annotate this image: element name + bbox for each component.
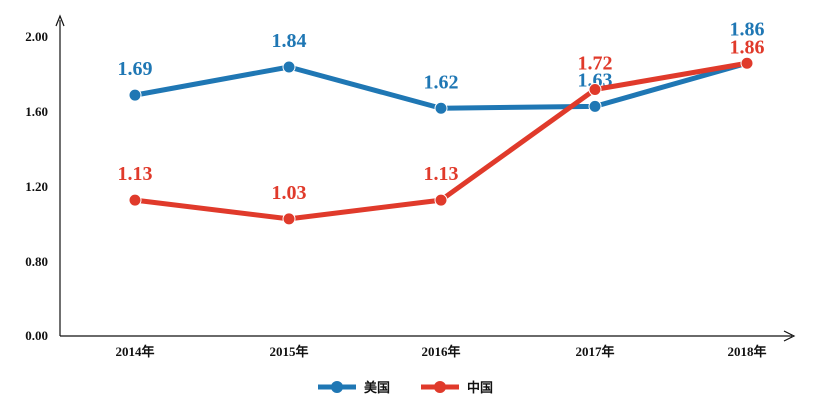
data-label: 1.86 [730, 18, 765, 40]
data-point [282, 212, 296, 226]
y-tick-label: 1.60 [25, 104, 48, 119]
y-tick-label: 0.00 [25, 328, 48, 343]
series-0: 1.691.841.62 1.631.86 [118, 18, 765, 115]
x-axis-arrow [783, 330, 796, 342]
x-tick-label: 2017年 [575, 344, 614, 359]
data-point [588, 83, 602, 96]
legend: 美国 中国 [318, 380, 493, 396]
data-label: 1.13 [424, 163, 459, 185]
legend-marker [434, 381, 446, 393]
data-label: 1.13 [118, 163, 153, 185]
y-axis-arrow [55, 14, 65, 27]
legend-item: 美国 [318, 380, 390, 396]
data-label: 1.69 [118, 58, 153, 80]
y-tick-label: 2.00 [25, 29, 48, 44]
x-tick-label: 2015年 [269, 344, 308, 359]
data-point [128, 193, 142, 207]
data-label: 1.62 [424, 71, 459, 93]
data-label: 1.84 [272, 30, 307, 52]
data-point [434, 193, 448, 207]
y-tick-label: 1.20 [25, 179, 48, 194]
data-point [588, 99, 602, 113]
legend-item: 中国 [421, 380, 493, 396]
x-tick-label: 2016年 [421, 344, 460, 359]
series-1: 1.13 1.03 1.13 1.72 1.86 [118, 36, 765, 226]
data-point [434, 101, 448, 115]
data-label: 1.86 [730, 36, 765, 58]
x-tick-label: 2018年 [727, 344, 766, 359]
data-point [128, 88, 142, 102]
x-tick-label: 2014年 [115, 344, 154, 359]
x-tick-labels: 2014年 2015年 2016年 2017年 2018年 [115, 344, 766, 359]
legend-label: 中国 [467, 380, 493, 396]
y-tick-label: 0.80 [25, 254, 48, 269]
y-tick-labels: 0.00 0.80 1.20 1.60 2.00 [25, 29, 48, 343]
data-label: 1.03 [272, 182, 307, 204]
axes [55, 14, 796, 342]
legend-marker [331, 381, 343, 393]
data-point [282, 60, 296, 74]
data-label: 1.72 [578, 53, 613, 75]
data-point [740, 56, 754, 70]
legend-label: 美国 [364, 380, 390, 396]
series-layer: 1.691.841.62 1.631.861.131.031.131.721.86 [118, 18, 765, 226]
